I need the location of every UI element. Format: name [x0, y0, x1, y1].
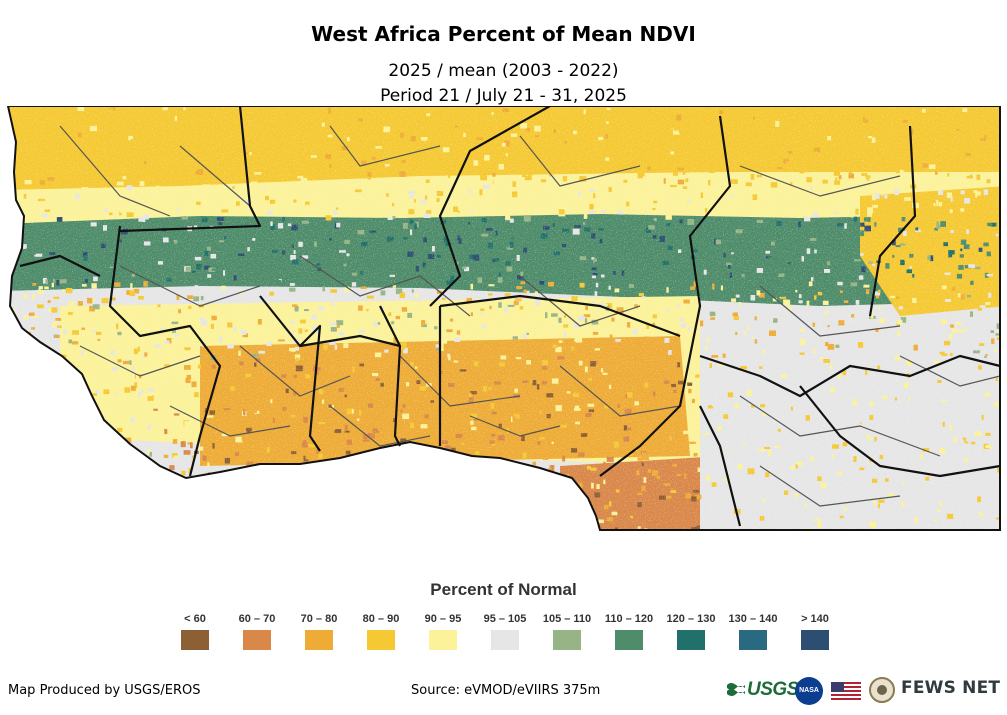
legend-label: 95 – 105: [483, 613, 527, 625]
legend-item: > 140: [784, 612, 846, 650]
legend-item: 110 – 120: [598, 612, 660, 650]
legend-label: < 60: [184, 613, 206, 625]
legend-title: Percent of Normal: [430, 580, 577, 599]
legend-label: 120 – 130: [666, 613, 716, 625]
usgs-logo: USGS: [727, 679, 799, 703]
ndvi-map-canvas: [6, 106, 1001, 531]
legend-item: 60 – 70: [226, 612, 288, 650]
legend-swatch: [305, 630, 333, 650]
legend-swatch: [429, 630, 457, 650]
map-period: Period 21 / July 21 - 31, 2025: [380, 86, 627, 106]
legend-label: 70 – 80: [300, 613, 338, 625]
map-subtitle: 2025 / mean (2003 - 2022): [388, 61, 619, 81]
usgs-wave-icon: [727, 683, 745, 696]
legend-swatch: [367, 630, 395, 650]
land-area: [8, 106, 1000, 530]
us-flag-icon: [831, 682, 861, 700]
legend: < 60 60 – 70 70 – 80 80 – 90 90 – 95 95 – 105…: [164, 612, 844, 662]
legend-label: 105 – 110: [542, 613, 592, 625]
legend-swatch: [615, 630, 643, 650]
map-title: West Africa Percent of Mean NDVI: [311, 22, 696, 46]
legend-item: 80 – 90: [350, 612, 412, 650]
legend-label: 90 – 95: [424, 613, 462, 625]
map-credit: Map Produced by USGS/EROS: [8, 683, 201, 698]
legend-label: > 140: [801, 613, 829, 625]
legend-item: < 60: [164, 612, 226, 650]
legend-swatch: [491, 630, 519, 650]
legend-item: 130 – 140: [722, 612, 784, 650]
legend-label: 60 – 70: [238, 613, 276, 625]
legend-swatch: [181, 630, 209, 650]
legend-label: 130 – 140: [728, 613, 778, 625]
legend-swatch: [243, 630, 271, 650]
legend-label: 80 – 90: [362, 613, 400, 625]
legend-item: 90 – 95: [412, 612, 474, 650]
admin-borders: [6, 106, 1001, 531]
legend-label: 110 – 120: [604, 613, 654, 625]
partner-logos: USGS NASA FEWS NET: [727, 675, 1001, 707]
legend-swatch: [801, 630, 829, 650]
legend-swatch: [677, 630, 705, 650]
state-department-seal-icon: [869, 677, 895, 703]
legend-swatch: [739, 630, 767, 650]
ndvi-map: [0, 106, 1007, 532]
legend-item: 95 – 105: [474, 612, 536, 650]
legend-item: 105 – 110: [536, 612, 598, 650]
data-source: Source: eVMOD/eVIIRS 375m: [411, 683, 601, 698]
usgs-wordmark: USGS: [747, 679, 799, 700]
nasa-logo: NASA: [795, 677, 823, 705]
legend-item: 120 – 130: [660, 612, 722, 650]
legend-item: 70 – 80: [288, 612, 350, 650]
fews-net-wordmark: FEWS NET: [901, 678, 1001, 698]
legend-swatch: [553, 630, 581, 650]
